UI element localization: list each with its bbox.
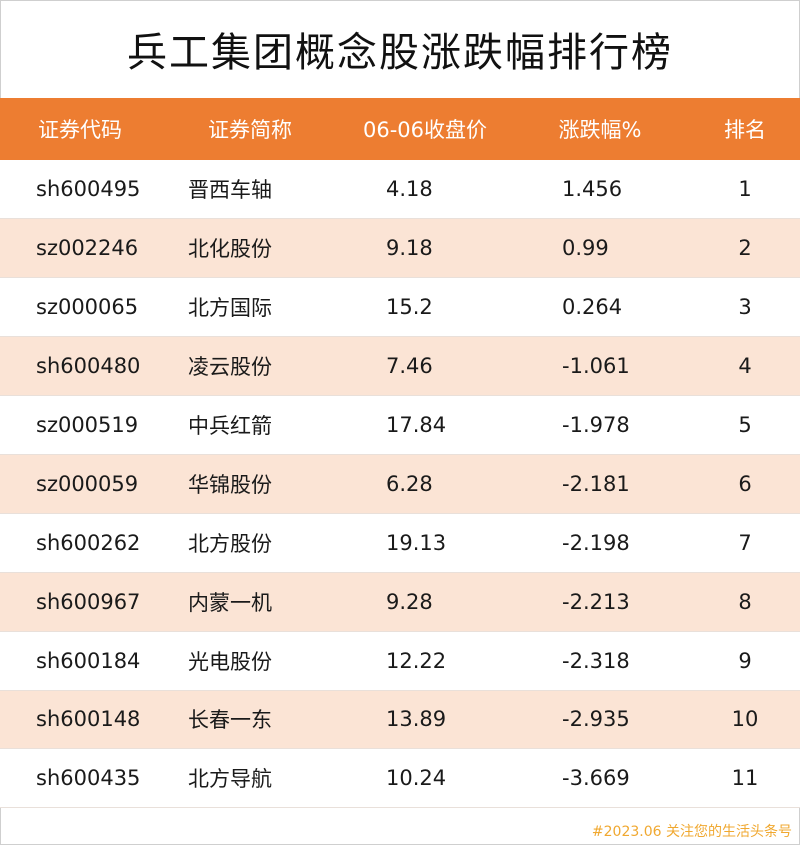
cell-rank: 10 [690, 690, 800, 750]
cell-rank: 2 [690, 218, 800, 279]
table-row: sh600495 晋西车轴 4.18 1.456 1 [0, 160, 800, 220]
table-row: sz000065 北方国际 15.2 0.264 3 [0, 277, 800, 338]
column-header-name: 证券简称 [208, 118, 292, 142]
cell-code: sz000065 [0, 277, 160, 338]
column-header-rank: 排名 [724, 118, 766, 142]
cell-rank: 6 [690, 454, 800, 514]
cell-rank: 9 [690, 631, 800, 691]
cell-name: 北方股份 [160, 513, 340, 573]
table-row: sz000059 华锦股份 6.28 -2.181 6 [0, 454, 800, 514]
cell-change: -2.213 [510, 572, 690, 632]
cell-code: sz000059 [0, 454, 160, 514]
cell-change: 1.456 [510, 160, 690, 220]
cell-rank: 4 [690, 336, 800, 397]
ranking-table: 证券代码 证券简称 06-06收盘价 涨跌幅% 排名 sh600495 晋西车轴 4… [0, 98, 800, 809]
cell-price: 6.28 [340, 454, 510, 514]
cell-name: 北方国际 [160, 277, 340, 338]
cell-price: 17.84 [340, 395, 510, 455]
cell-code: sh600435 [0, 748, 160, 809]
cell-price: 9.28 [340, 572, 510, 632]
cell-code: sz002246 [0, 218, 160, 279]
cell-rank: 1 [690, 160, 800, 220]
cell-code: sh600480 [0, 336, 160, 397]
cell-price: 19.13 [340, 513, 510, 573]
cell-change: -2.318 [510, 631, 690, 691]
table-row: sh600967 内蒙一机 9.28 -2.213 8 [0, 572, 800, 632]
table-header-row: 证券代码 证券简称 06-06收盘价 涨跌幅% 排名 [0, 98, 800, 160]
cell-name: 长春一东 [160, 690, 340, 750]
cell-name: 北化股份 [160, 218, 340, 279]
cell-name: 内蒙一机 [160, 572, 340, 632]
cell-change: 0.264 [510, 277, 690, 338]
table-row: sh600435 北方导航 10.24 -3.669 11 [0, 748, 800, 809]
table-row: sh600262 北方股份 19.13 -2.198 7 [0, 513, 800, 573]
cell-code: sh600184 [0, 631, 160, 691]
cell-change: -3.669 [510, 748, 690, 809]
cell-rank: 5 [690, 395, 800, 455]
cell-change: -2.181 [510, 454, 690, 514]
page-title: 兵工集团概念股涨跌幅排行榜 [127, 30, 673, 76]
cell-change: 0.99 [510, 218, 690, 279]
table-row: sz002246 北化股份 9.18 0.99 2 [0, 218, 800, 279]
cell-name: 光电股份 [160, 631, 340, 691]
cell-change: -1.061 [510, 336, 690, 397]
table-row: sh600480 凌云股份 7.46 -1.061 4 [0, 336, 800, 397]
cell-price: 7.46 [340, 336, 510, 397]
cell-code: sh600262 [0, 513, 160, 573]
column-header-change: 涨跌幅% [558, 118, 642, 142]
column-header-code: 证券代码 [38, 118, 122, 142]
cell-rank: 7 [690, 513, 800, 573]
cell-change: -2.935 [510, 690, 690, 750]
cell-change: -2.198 [510, 513, 690, 573]
cell-price: 13.89 [340, 690, 510, 750]
table-row: sz000519 中兵红箭 17.84 -1.978 5 [0, 395, 800, 455]
cell-price: 10.24 [340, 748, 510, 809]
cell-price: 9.18 [340, 218, 510, 279]
cell-rank: 8 [690, 572, 800, 632]
cell-code: sh600148 [0, 690, 160, 750]
cell-price: 12.22 [340, 631, 510, 691]
cell-price: 4.18 [340, 160, 510, 220]
column-header-price: 06-06收盘价 [362, 118, 488, 142]
cell-code: sh600495 [0, 160, 160, 220]
cell-change: -1.978 [510, 395, 690, 455]
cell-name: 中兵红箭 [160, 395, 340, 455]
cell-name: 北方导航 [160, 748, 340, 809]
cell-name: 晋西车轴 [160, 160, 340, 220]
watermark: #2023.06 关注您的生活头条号 [591, 824, 792, 840]
cell-code: sh600967 [0, 572, 160, 632]
table-row: sh600148 长春一东 13.89 -2.935 10 [0, 690, 800, 750]
cell-price: 15.2 [340, 277, 510, 338]
cell-name: 凌云股份 [160, 336, 340, 397]
cell-rank: 11 [690, 748, 800, 809]
cell-name: 华锦股份 [160, 454, 340, 514]
cell-code: sz000519 [0, 395, 160, 455]
cell-rank: 3 [690, 277, 800, 338]
table-row: sh600184 光电股份 12.22 -2.318 9 [0, 631, 800, 691]
